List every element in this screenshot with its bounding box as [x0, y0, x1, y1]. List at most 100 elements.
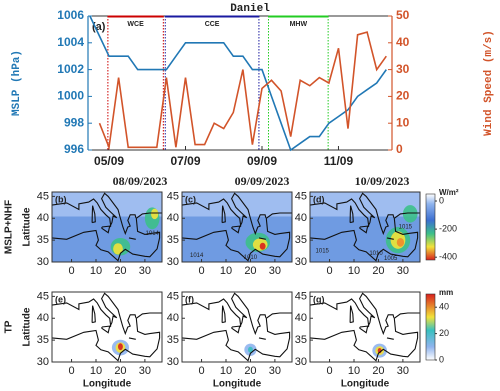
map-frame: [51, 291, 163, 363]
row-label: MSLP+NHF: [4, 200, 15, 254]
coastline: [386, 237, 394, 240]
coastline: [310, 192, 395, 236]
x-tick-label: 30: [269, 365, 281, 377]
y-tick-label: 40: [37, 212, 49, 224]
y-tick-label: 35: [167, 234, 179, 246]
event-label: WCE: [127, 21, 144, 28]
coastline: [349, 305, 354, 324]
x-tick-label: 20: [114, 365, 126, 377]
y-tick-label: 35: [167, 334, 179, 346]
coastline: [52, 292, 137, 336]
map-panel: [182, 292, 292, 362]
colorbar-unit: mm: [439, 288, 453, 297]
panel-label: (c): [185, 194, 196, 204]
map-frame: [51, 191, 163, 263]
map-field: [52, 292, 162, 362]
coastline: [128, 337, 136, 340]
coastline: [258, 237, 266, 240]
coastline: [182, 212, 292, 262]
y2-tick-label: 40: [396, 35, 410, 49]
coastline: [231, 225, 241, 234]
coastline: [221, 205, 226, 224]
coastline: [231, 325, 241, 334]
x-tick-label: 0: [326, 265, 332, 277]
y-axis-label: MSLP (hPa): [11, 50, 23, 116]
x-axis-label: Longitude: [341, 379, 390, 390]
colorbar: [425, 193, 436, 261]
x-tick-label: 20: [114, 265, 126, 277]
coastline: [359, 225, 369, 234]
y2-tick-label: 50: [396, 8, 410, 22]
y-tick-label: 40: [37, 312, 49, 324]
event-label: MHW: [290, 21, 308, 28]
contour-label: 1005: [384, 256, 398, 262]
coastline: [349, 205, 354, 224]
coastline: [52, 212, 162, 262]
y-tick-label: 30: [295, 356, 307, 368]
x-tick-label: 10: [348, 365, 360, 377]
y-tick-label: 45: [295, 190, 307, 202]
map-panel: [310, 292, 420, 362]
y-tick-label: 30: [295, 256, 307, 268]
coastline: [101, 225, 111, 234]
map-frame: [309, 191, 421, 263]
coastline: [91, 305, 96, 324]
x-tick-label: 20: [244, 265, 256, 277]
y-tick-label: 30: [37, 256, 49, 268]
map-field: [182, 292, 292, 362]
y-tick-label: 1004: [57, 35, 84, 49]
x-tick-label: 09/09: [247, 154, 277, 168]
x-tick-label: 10: [90, 365, 102, 377]
x-tick-label: 0: [198, 365, 204, 377]
x-tick-label: 10: [348, 265, 360, 277]
panel-label: (d): [313, 194, 325, 204]
coastline: [182, 312, 292, 362]
field-patch: [118, 343, 123, 351]
y-tick-label: 30: [167, 356, 179, 368]
y-tick-label: 30: [37, 356, 49, 368]
panel-label: (f): [185, 294, 194, 304]
y-tick-label: 996: [64, 142, 84, 156]
coastline: [310, 312, 420, 362]
column-title: 09/09/2023: [235, 174, 290, 188]
map-frame: [181, 191, 293, 263]
colorbar-tick-label: 0: [439, 195, 444, 205]
colorbar: [425, 293, 436, 361]
coastline: [101, 325, 111, 334]
map-panel: [52, 192, 162, 262]
contour-label: 1014: [146, 231, 160, 237]
colorbar-tick-label: -200: [439, 223, 457, 233]
y-tick-label: 45: [37, 290, 49, 302]
x-tick-label: 10: [220, 265, 232, 277]
x-tick-label: 30: [397, 365, 409, 377]
map-panel: [182, 192, 292, 262]
event-label: CCE: [205, 21, 220, 28]
x-tick-label: 30: [397, 265, 409, 277]
x-tick-label: 20: [244, 365, 256, 377]
field-patch: [248, 346, 253, 353]
coastline: [221, 305, 226, 324]
contour-label: 1010: [369, 251, 383, 257]
x-axis-label: Longitude: [213, 379, 262, 390]
x-tick-label: 0: [326, 365, 332, 377]
contour-label: 1015: [316, 249, 330, 255]
x-tick-label: 07/09: [170, 154, 200, 168]
map-frame: [309, 291, 421, 363]
coastline: [182, 292, 267, 336]
row-label: TP: [4, 320, 15, 333]
y-tick-label: 45: [37, 190, 49, 202]
contour-label: 1015: [399, 225, 413, 231]
colorbar-tick-label: -400: [439, 252, 457, 262]
coastline: [128, 237, 136, 240]
y-axis-label: Latitude: [22, 207, 33, 246]
y2-tick-label: 30: [396, 62, 410, 76]
y-tick-label: 35: [295, 234, 307, 246]
field-patch: [151, 208, 159, 220]
y-tick-label: 30: [167, 256, 179, 268]
y-tick-label: 45: [295, 290, 307, 302]
colorbar-tick-label: 40: [439, 302, 449, 312]
x-tick-label: 30: [139, 365, 151, 377]
colorbar-unit: W/m²: [439, 188, 459, 197]
y2-tick-label: 0: [396, 142, 403, 156]
